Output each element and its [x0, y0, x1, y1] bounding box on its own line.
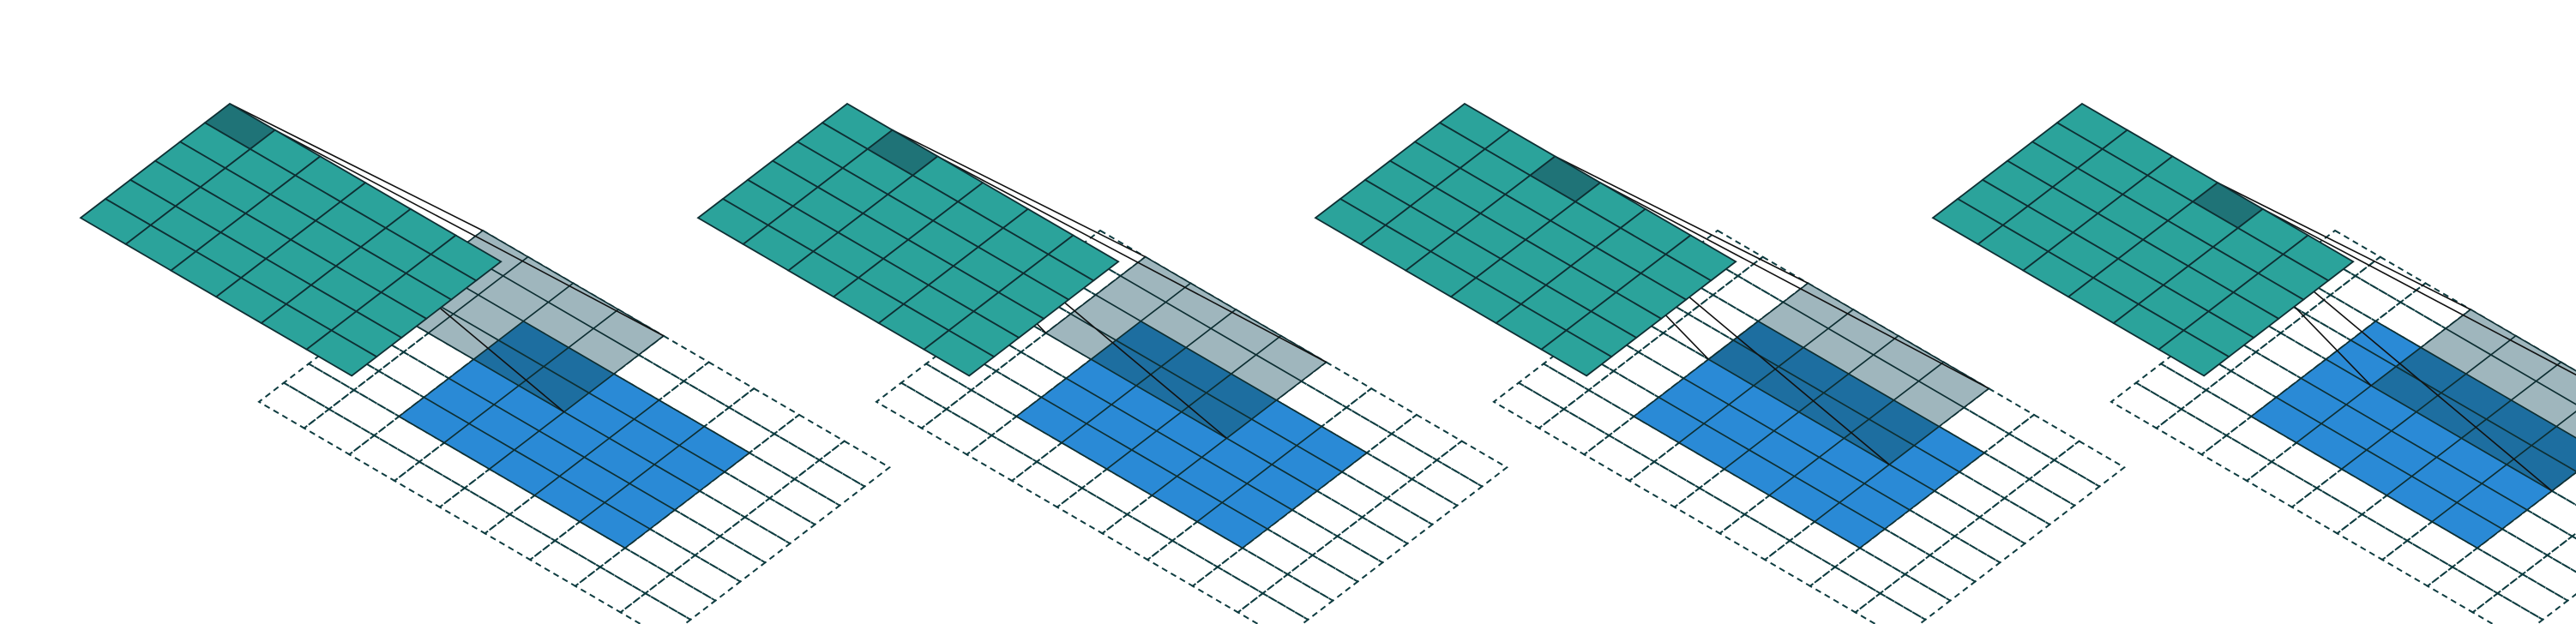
padding-cell	[2030, 460, 2100, 506]
padding-cell	[1984, 434, 2055, 479]
padding-cell	[2473, 593, 2543, 624]
padding-cell	[1494, 383, 1564, 429]
padding-cell	[2573, 517, 2576, 562]
padding-cell	[259, 383, 329, 429]
padding-cell	[1675, 488, 1745, 533]
padding-cell	[770, 479, 840, 525]
padding-cell	[1856, 593, 1926, 624]
padding-cell	[304, 409, 375, 454]
padding-cell	[1238, 593, 1309, 624]
padding-cell	[1263, 574, 1333, 620]
padding-cell	[1387, 479, 1458, 525]
padding-cell	[1338, 517, 1408, 562]
padding-cell	[600, 548, 671, 593]
padding-cell	[2498, 574, 2568, 620]
padding-cell	[2009, 415, 2079, 460]
padding-cell	[1363, 498, 1433, 543]
padding-cell	[2338, 514, 2408, 560]
padding-cell	[575, 567, 646, 613]
padding-cell	[1881, 574, 1951, 620]
padding-cell	[440, 488, 510, 533]
padding-cell	[1980, 498, 2050, 543]
padding-cell	[1955, 517, 2025, 562]
padding-cell	[1057, 488, 1128, 533]
padding-cell	[2428, 567, 2498, 613]
padding-cell	[1392, 415, 1462, 460]
output-grid	[1933, 104, 2353, 375]
padding-cell	[876, 383, 947, 429]
padding-cell	[2182, 390, 2252, 435]
padding-cell	[2055, 441, 2125, 487]
padding-cell	[1905, 555, 1976, 601]
padding-cell	[2548, 537, 2576, 582]
padding-cell	[2111, 383, 2182, 429]
padding-cell	[749, 434, 820, 479]
padding-cell	[1147, 541, 1218, 586]
padding-cell	[1564, 390, 1634, 435]
padding-cell	[671, 555, 741, 601]
padding-cell	[530, 541, 600, 586]
padding-cell	[2157, 409, 2227, 454]
padding-cell	[1346, 388, 1417, 434]
padding-cell	[349, 435, 419, 481]
padding-cell	[2292, 488, 2362, 533]
padding-cell	[774, 415, 845, 460]
padding-cell	[2201, 435, 2272, 481]
padding-cell	[947, 390, 1017, 435]
padding-cell	[1193, 567, 1263, 613]
output-grid	[1315, 104, 1736, 375]
padding-cell	[1437, 441, 1508, 487]
padding-cell	[1218, 548, 1288, 593]
padding-cell	[2523, 555, 2576, 601]
padding-cell	[485, 514, 556, 560]
padding-cell	[1810, 567, 1881, 613]
padding-cell	[1930, 537, 2001, 582]
padding-cell	[2453, 548, 2523, 593]
padding-cell	[2005, 479, 2075, 525]
padding-cell	[1288, 555, 1358, 601]
padding-cell	[729, 388, 799, 434]
padding-cell	[745, 498, 816, 543]
padding-cell	[329, 390, 400, 435]
padding-cell	[1629, 462, 1700, 507]
padding-cell	[695, 537, 766, 582]
panel	[1933, 104, 2576, 624]
padding-cell	[1835, 548, 1905, 593]
padding-cell	[966, 435, 1037, 481]
padding-cell	[1412, 460, 1483, 506]
padding-cell	[1103, 514, 1173, 560]
padding-cell	[1313, 537, 1383, 582]
padding-cell	[922, 409, 992, 454]
padding-cell	[646, 574, 716, 620]
padding-cell	[621, 593, 691, 624]
padding-cell	[1720, 514, 1791, 560]
padding-cell	[394, 462, 465, 507]
padding-cell	[720, 517, 791, 562]
padding-cell	[1765, 541, 1835, 586]
padding-cell	[2382, 541, 2453, 586]
padding-cell	[684, 363, 755, 408]
padding-cell	[820, 441, 890, 487]
padding-cell	[2247, 462, 2317, 507]
padding-cell	[1367, 434, 1437, 479]
padding-cell	[795, 460, 865, 506]
padding-cell	[1584, 435, 1654, 481]
padding-cell	[1539, 409, 1610, 454]
padding-cell	[1012, 462, 1082, 507]
